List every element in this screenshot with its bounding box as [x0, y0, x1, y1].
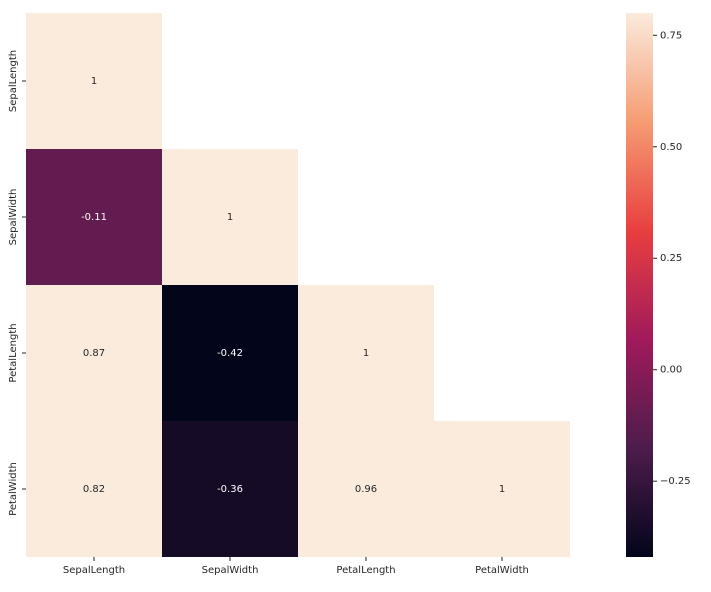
cell — [26, 13, 162, 149]
y-tick-label: PetalLength — [8, 323, 19, 382]
cell-label: -0.42 — [217, 348, 243, 359]
colorbar-tick-label: 0.75 — [660, 30, 682, 41]
cell-label: 0.87 — [83, 348, 105, 359]
cell-label: 1 — [363, 348, 369, 359]
cell — [162, 285, 298, 421]
cell — [298, 421, 434, 557]
cell-label: 1 — [227, 212, 233, 223]
x-tick-label: PetalLength — [336, 565, 395, 576]
cell-label: 1 — [499, 484, 505, 495]
cell-label: -0.11 — [81, 212, 107, 223]
cell — [26, 421, 162, 557]
y-tick-label: SepalWidth — [8, 189, 19, 246]
x-tick-label: SepalLength — [63, 565, 125, 576]
colorbar — [626, 13, 653, 557]
cell — [434, 421, 570, 557]
cell — [26, 149, 162, 285]
cell — [26, 285, 162, 421]
x-tick-label: PetalWidth — [475, 565, 529, 576]
cell-label: 1 — [91, 76, 97, 87]
colorbar-tick-label: 0.00 — [660, 365, 682, 376]
y-tick-label: SepalLength — [8, 50, 19, 112]
cell — [162, 421, 298, 557]
cell-label: -0.36 — [217, 484, 243, 495]
y-tick-label: PetalWidth — [8, 462, 19, 516]
x-tick-label: SepalWidth — [202, 565, 259, 576]
colorbar-tick-label: −0.25 — [660, 476, 691, 487]
cell-label: 0.96 — [355, 484, 377, 495]
colorbar-tick-label: 0.25 — [660, 253, 682, 264]
cell — [298, 285, 434, 421]
cell-label: 0.82 — [83, 484, 105, 495]
cell — [162, 149, 298, 285]
colorbar-tick-label: 0.50 — [660, 142, 682, 153]
